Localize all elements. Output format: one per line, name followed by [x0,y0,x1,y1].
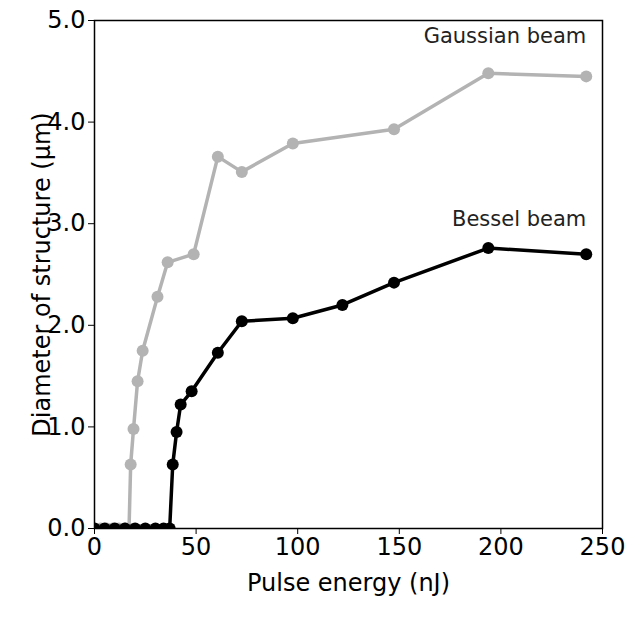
svg-text:50: 50 [181,533,212,561]
svg-text:100: 100 [275,533,321,561]
svg-text:Bessel beam: Bessel beam [452,207,586,231]
svg-text:3.0: 3.0 [47,209,86,238]
svg-text:250: 250 [580,533,626,561]
svg-text:Pulse energy (nJ): Pulse energy (nJ) [247,569,450,597]
svg-text:5.0: 5.0 [47,6,85,34]
svg-text:1.0: 1.0 [47,412,86,441]
svg-text:Gaussian beam: Gaussian beam [424,24,587,48]
svg-text:4.0: 4.0 [47,107,86,136]
svg-text:Diameter of structure (μm): Diameter of structure (μm) [28,112,56,436]
svg-text:150: 150 [376,533,422,561]
svg-text:0.0: 0.0 [47,514,85,542]
svg-text:2.0: 2.0 [47,311,86,339]
svg-text:200: 200 [478,533,524,561]
svg-text:0: 0 [87,533,102,561]
